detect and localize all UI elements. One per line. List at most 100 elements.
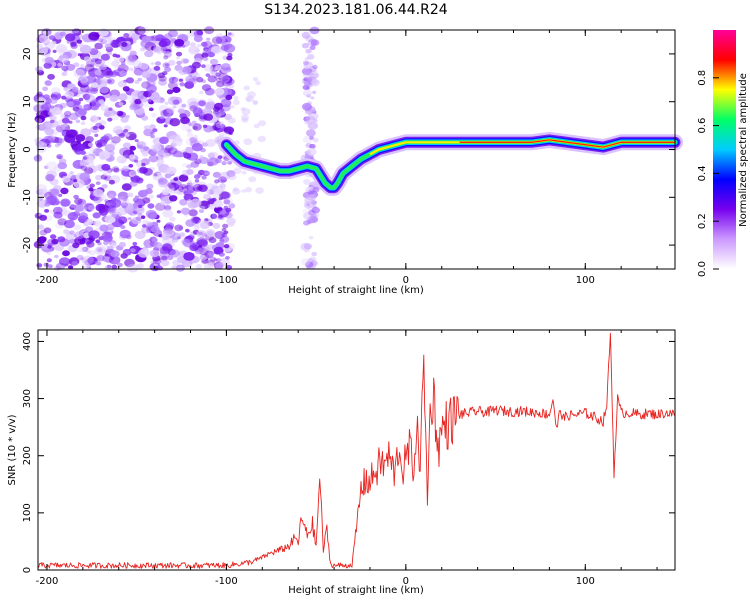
noise-blob: [244, 187, 252, 193]
noise-blob: [101, 163, 111, 171]
noise-blob: [193, 134, 198, 139]
noise-blob: [176, 210, 181, 214]
noise-blob: [166, 89, 174, 95]
colorbar-ticks: 0.0 0.2 0.4 0.6 0.8: [697, 70, 719, 277]
noise-blob: [57, 221, 64, 227]
noise-blob: [223, 205, 228, 210]
noise-blob: [301, 67, 312, 76]
noise-blob: [177, 184, 189, 193]
noise-blob: [110, 39, 121, 48]
noise-blob: [42, 94, 50, 100]
noise-blob: [61, 71, 68, 77]
noise-blob: [248, 176, 257, 183]
noise-blob: [194, 179, 200, 183]
noise-blob: [172, 86, 181, 93]
noise-blob: [109, 94, 119, 102]
noise-blob: [86, 241, 95, 248]
noise-blob: [74, 236, 85, 245]
noise-blob: [190, 42, 196, 47]
noise-blob: [80, 165, 88, 171]
noise-blob: [118, 216, 128, 224]
noise-blob: [167, 147, 178, 155]
noise-blob: [194, 158, 202, 165]
noise-blob: [213, 188, 223, 195]
noise-blob: [36, 155, 42, 160]
noise-blob: [209, 101, 215, 105]
noise-blob: [183, 152, 192, 159]
noise-blob: [74, 100, 81, 106]
noise-blob: [55, 31, 65, 39]
noise-blob: [305, 68, 315, 76]
colorbar-tick-label: 0.4: [697, 165, 708, 181]
noise-blob: [118, 111, 126, 118]
noise-blob: [121, 202, 129, 208]
noise-blob: [61, 175, 71, 183]
noise-blob: [119, 229, 131, 239]
noise-blob: [216, 80, 225, 88]
noise-blob: [211, 197, 217, 202]
noise-blob: [207, 218, 213, 223]
x-tick-label: -100: [215, 275, 238, 286]
noise-blob: [57, 218, 67, 226]
spectrogram-y-label: Frequency (Hz): [7, 112, 18, 188]
noise-blob: [80, 128, 92, 137]
noise-blob: [79, 172, 90, 181]
noise-blob: [163, 124, 168, 128]
noise-blob: [38, 197, 43, 201]
noise-blob: [302, 60, 309, 66]
noise-blob: [60, 187, 69, 195]
noise-blob: [218, 252, 225, 257]
y-tick-label: 10: [22, 95, 33, 108]
noise-blob: [135, 177, 144, 184]
noise-blob: [143, 128, 154, 137]
noise-blob: [143, 146, 149, 151]
noise-blob: [228, 173, 237, 181]
noise-blob: [204, 250, 214, 258]
noise-blob: [167, 181, 177, 189]
noise-blob: [83, 56, 92, 62]
noise-blob: [201, 175, 207, 180]
noise-blob: [309, 45, 316, 50]
noise-blob: [58, 193, 63, 197]
noise-blob: [59, 31, 67, 37]
noise-blob: [43, 262, 50, 267]
noise-blob: [47, 245, 52, 249]
noise-blob: [312, 70, 318, 75]
noise-blob: [178, 78, 184, 82]
noise-blob: [108, 179, 115, 185]
noise-blob: [44, 56, 54, 64]
noise-blob: [91, 82, 99, 88]
noise-blob: [48, 97, 58, 104]
noise-blob: [136, 110, 145, 117]
noise-blob: [94, 246, 107, 255]
noise-blob: [80, 150, 86, 155]
y-tick-label: 200: [22, 446, 33, 465]
noise-blob: [301, 42, 310, 49]
noise-blob: [210, 69, 218, 75]
noise-blob: [203, 64, 214, 72]
noise-blob: [198, 90, 204, 95]
noise-blob: [207, 152, 215, 159]
noise-blob: [157, 72, 166, 79]
noise-blob: [129, 180, 138, 187]
snr-frame: [37, 329, 676, 571]
noise-blob: [112, 126, 124, 135]
noise-blob: [306, 148, 317, 156]
noise-blob: [228, 203, 236, 209]
noise-blob: [158, 79, 168, 86]
noise-blob: [233, 167, 242, 174]
noise-blob: [215, 158, 222, 164]
noise-blob: [106, 264, 112, 269]
noise-blob: [44, 201, 51, 207]
noise-blob: [104, 265, 112, 271]
noise-blob: [196, 186, 202, 191]
noise-blob: [126, 54, 138, 63]
noise-blob: [173, 150, 183, 158]
noise-blob: [47, 264, 53, 269]
noise-blob: [110, 250, 120, 258]
noise-blob: [142, 197, 151, 204]
chart-title: S134.2023.181.06.44.R24: [264, 2, 447, 18]
noise-blob: [206, 37, 211, 41]
noise-blob: [150, 225, 160, 233]
